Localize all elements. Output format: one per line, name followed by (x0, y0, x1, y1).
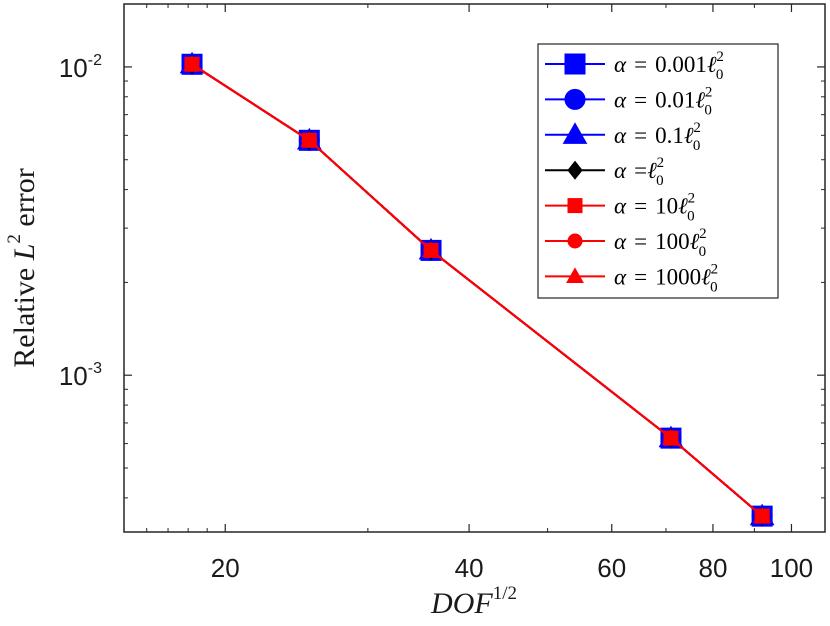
legend-marker-0 (564, 53, 586, 75)
legend-label-2: α = 0.1ℓ2 0 (614, 120, 701, 154)
axis-ticks: 20 40 60 80 100 10-2 10-3 (59, 4, 825, 583)
series-6 (183, 55, 772, 523)
legend-label-3: α =ℓ2 0 (614, 155, 664, 189)
data-point-6-1 (300, 131, 319, 147)
data-point-6-2 (422, 241, 440, 257)
legend-marker-3 (567, 160, 583, 180)
x-tick-label-2: 60 (597, 553, 626, 583)
x-axis-label: DOF1/2 (430, 583, 517, 620)
y-tick-label-0: 10-2 (59, 52, 102, 83)
x-tick-label-1: 40 (455, 553, 484, 583)
legend-marker-6 (566, 267, 584, 283)
x-tick-label-4: 100 (770, 553, 813, 583)
legend-entry-5: α = 100ℓ2 0 (545, 226, 707, 260)
x-tick-label-3: 80 (698, 553, 727, 583)
legend-entry-6: α = 1000ℓ2 0 (545, 261, 718, 295)
legend-marker-1 (564, 88, 586, 110)
data-point-6-3 (662, 429, 680, 445)
legend-marker-2 (562, 122, 588, 144)
series-layer (179, 51, 775, 527)
legend-label-0: α = 0.001ℓ2 0 (614, 49, 724, 83)
y-tick-label-1: 10-3 (59, 360, 102, 391)
legend-entry-0: α = 0.001ℓ2 0 (545, 49, 724, 83)
data-point-6-4 (753, 507, 772, 523)
legend-entry-1: α = 0.01ℓ2 0 (545, 84, 712, 118)
legend-label-5: α = 100ℓ2 0 (614, 226, 707, 260)
legend-label-6: α = 1000ℓ2 0 (614, 261, 718, 295)
data-point-6-0 (183, 55, 201, 71)
x-tick-label-0: 20 (211, 553, 240, 583)
legend-entry-3: α =ℓ2 0 (545, 155, 664, 189)
y-axis-label: Relative L2 error (4, 168, 41, 367)
legend-label-1: α = 0.01ℓ2 0 (614, 84, 712, 118)
legend-marker-4 (567, 198, 583, 214)
legend-label-4: α = 10ℓ2 0 (614, 191, 695, 225)
plot-area-frame (123, 3, 826, 533)
legend: α = 0.001ℓ2 0α = 0.01ℓ2 0α = 0.1ℓ2 0α =ℓ2 0α = 10ℓ2 0α… (537, 43, 779, 299)
legend-entry-4: α = 10ℓ2 0 (545, 191, 695, 225)
legend-entry-2: α = 0.1ℓ2 0 (545, 120, 701, 154)
legend-marker-5 (567, 233, 583, 249)
